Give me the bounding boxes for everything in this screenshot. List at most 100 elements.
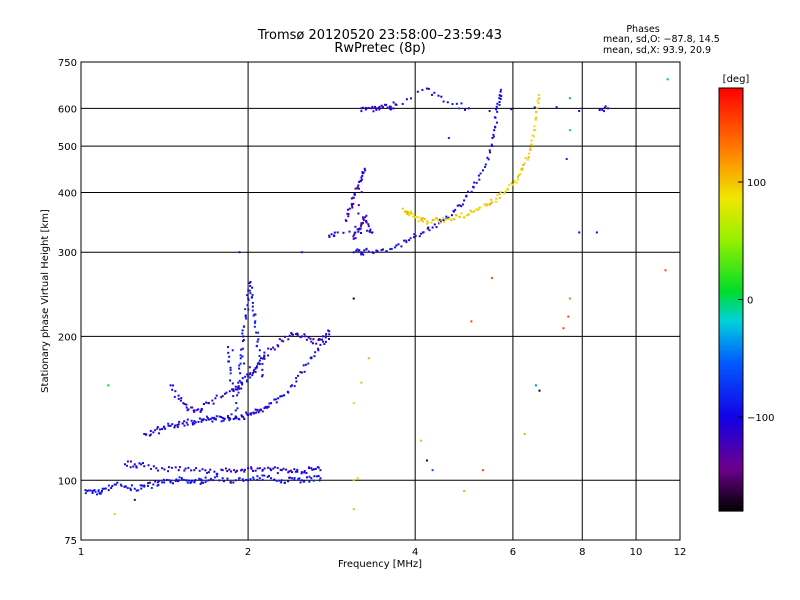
data-point xyxy=(241,383,244,386)
data-point xyxy=(427,226,430,229)
data-point xyxy=(237,391,240,394)
data-point xyxy=(228,390,231,393)
data-point xyxy=(293,468,296,471)
data-point xyxy=(428,229,431,232)
data-point xyxy=(318,338,321,341)
data-point xyxy=(245,411,248,414)
colorbar-segment xyxy=(719,91,743,95)
data-point xyxy=(425,220,428,223)
data-point xyxy=(154,480,157,483)
data-point xyxy=(478,178,481,181)
data-point xyxy=(124,485,127,488)
data-point xyxy=(477,174,480,177)
data-point xyxy=(202,403,205,406)
data-point xyxy=(272,346,275,349)
colorbar-segment xyxy=(719,411,743,415)
data-point xyxy=(257,361,260,364)
data-point xyxy=(503,191,506,194)
colorbar-segment xyxy=(719,465,743,470)
data-point xyxy=(241,329,244,332)
data-point xyxy=(254,408,257,411)
colorbar-segment xyxy=(719,269,743,273)
data-point xyxy=(328,234,331,237)
data-point xyxy=(385,103,388,106)
data-point xyxy=(263,354,266,357)
data-point xyxy=(238,477,241,480)
data-point xyxy=(241,355,244,358)
data-point xyxy=(191,479,194,482)
data-point xyxy=(107,489,110,492)
data-point xyxy=(413,236,416,239)
data-point xyxy=(193,409,196,412)
data-point xyxy=(174,390,177,393)
data-point xyxy=(372,252,375,255)
data-point xyxy=(241,468,244,471)
data-point xyxy=(384,103,387,106)
data-point xyxy=(246,373,249,376)
data-point xyxy=(304,335,307,338)
data-point xyxy=(296,374,299,377)
data-point xyxy=(361,106,364,109)
data-point xyxy=(242,339,245,342)
data-point xyxy=(212,402,215,405)
data-point xyxy=(364,220,367,223)
data-point xyxy=(255,345,258,348)
data-point xyxy=(207,479,210,482)
colorbar-segment xyxy=(719,236,743,240)
data-point xyxy=(228,419,231,422)
data-point xyxy=(392,107,395,110)
colorbar-segment xyxy=(719,148,743,153)
data-point xyxy=(143,432,146,435)
plot-frame xyxy=(80,61,681,541)
data-point xyxy=(534,128,537,131)
colorbar-segment xyxy=(719,239,743,243)
data-point xyxy=(188,479,191,482)
data-point xyxy=(389,105,392,108)
data-point xyxy=(161,428,164,431)
data-point xyxy=(165,478,168,481)
data-point xyxy=(293,476,296,479)
data-point xyxy=(236,469,239,472)
data-point xyxy=(308,467,311,470)
data-point xyxy=(240,381,243,384)
data-point xyxy=(243,362,246,365)
data-point xyxy=(152,431,155,434)
data-point xyxy=(380,104,383,107)
colorbar-segment xyxy=(719,211,743,216)
data-point xyxy=(190,469,193,472)
data-point xyxy=(232,418,235,421)
colorbar-segment xyxy=(719,245,743,249)
data-point xyxy=(537,93,540,96)
colorbar-segment xyxy=(719,266,743,270)
data-point xyxy=(268,402,271,405)
data-point xyxy=(360,231,363,234)
data-point xyxy=(425,459,428,462)
colorbar-segment xyxy=(719,447,743,452)
data-point xyxy=(488,151,491,154)
data-point xyxy=(506,188,509,191)
data-point xyxy=(358,228,361,231)
data-point xyxy=(385,250,388,253)
data-point xyxy=(221,469,224,472)
colorbar-segment xyxy=(719,378,743,382)
data-point xyxy=(361,172,364,175)
data-point xyxy=(243,468,246,471)
data-point xyxy=(360,178,363,181)
data-point xyxy=(220,468,223,471)
colorbar-segment xyxy=(719,94,743,98)
data-point xyxy=(368,230,371,233)
colorbar-segment xyxy=(719,441,743,446)
colorbar-segment xyxy=(719,356,743,361)
data-point xyxy=(357,230,360,233)
x-axis-label: Frequency [MHz] xyxy=(338,559,422,570)
colorbar-segment xyxy=(719,109,743,113)
data-point xyxy=(263,357,266,360)
colorbar-segment xyxy=(719,359,743,364)
data-point xyxy=(316,466,319,469)
data-point xyxy=(218,479,221,482)
data-point xyxy=(361,216,364,219)
colorbar-segment xyxy=(719,217,743,222)
data-point xyxy=(224,467,227,470)
data-point xyxy=(442,216,445,219)
chart-title-line-2: RwPretec (8p) xyxy=(334,41,425,56)
